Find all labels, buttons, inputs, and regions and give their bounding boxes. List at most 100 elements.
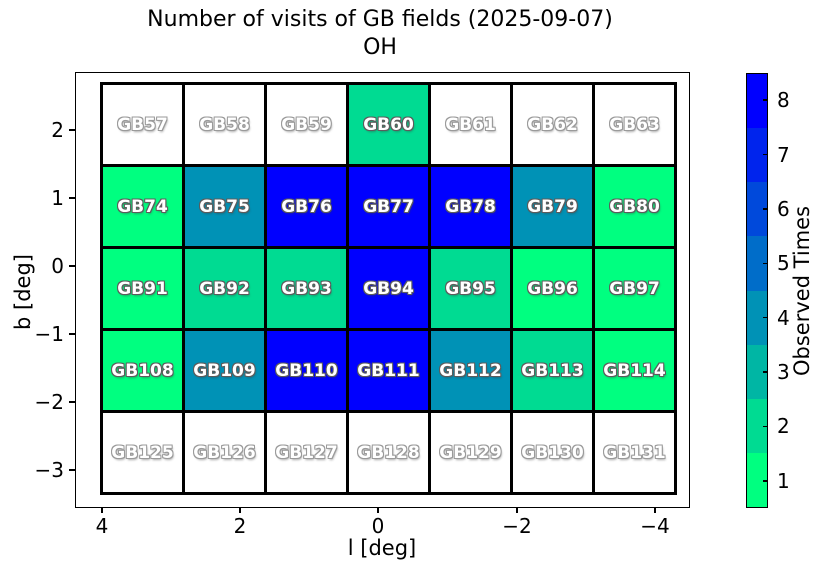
chart-title-line2: OH bbox=[363, 35, 397, 60]
field-cell-label: GB60 bbox=[363, 114, 414, 135]
colorbar bbox=[746, 73, 768, 508]
field-cell-label: GB111 bbox=[357, 360, 420, 381]
x-tick-label: −4 bbox=[640, 514, 670, 538]
colorbar-segment-1 bbox=[747, 452, 767, 507]
y-tick-label: 2 bbox=[51, 118, 64, 142]
field-cell-label: GB109 bbox=[193, 360, 256, 381]
field-cell-label: GB58 bbox=[199, 114, 250, 135]
field-cell-label: GB80 bbox=[609, 196, 660, 217]
field-cell-GB94: GB94 bbox=[349, 249, 428, 328]
colorbar-segment-5 bbox=[747, 236, 767, 291]
colorbar-segment-8 bbox=[747, 74, 767, 129]
x-tick-label: 2 bbox=[233, 514, 247, 538]
field-cell-label: GB62 bbox=[527, 114, 578, 135]
field-cell-GB80: GB80 bbox=[595, 167, 674, 246]
field-cell-GB129: GB129 bbox=[431, 413, 510, 492]
field-cell-GB113: GB113 bbox=[513, 331, 592, 410]
field-cell-GB79: GB79 bbox=[513, 167, 592, 246]
colorbar-tick-label: 2 bbox=[777, 414, 790, 439]
x-axis-label: l [deg] bbox=[347, 536, 417, 560]
field-cell-label: GB97 bbox=[609, 278, 660, 299]
y-tick-mark bbox=[68, 129, 75, 131]
field-cell-label: GB91 bbox=[117, 278, 168, 299]
field-cell-label: GB57 bbox=[117, 114, 168, 135]
colorbar-tick-mark bbox=[763, 262, 768, 265]
field-cell-GB78: GB78 bbox=[431, 167, 510, 246]
colorbar-segment-2 bbox=[747, 398, 767, 453]
field-cell-label: GB114 bbox=[603, 360, 666, 381]
colorbar-tick-label: 6 bbox=[777, 196, 790, 221]
field-cell-label: GB59 bbox=[281, 114, 332, 135]
field-cell-GB127: GB127 bbox=[267, 413, 346, 492]
field-cell-GB61: GB61 bbox=[431, 85, 510, 164]
field-cell-GB92: GB92 bbox=[185, 249, 264, 328]
y-tick-mark bbox=[68, 469, 75, 471]
field-cell-GB97: GB97 bbox=[595, 249, 674, 328]
colorbar-tick-mark bbox=[763, 153, 768, 156]
field-cell-label: GB75 bbox=[199, 196, 250, 217]
field-cell-GB125: GB125 bbox=[103, 413, 182, 492]
field-cell-label: GB127 bbox=[275, 442, 338, 463]
y-tick-label: 0 bbox=[51, 254, 64, 278]
field-cell-GB131: GB131 bbox=[595, 413, 674, 492]
y-tick-label: −2 bbox=[34, 390, 64, 414]
colorbar-tick-mark bbox=[763, 99, 768, 101]
colorbar-segment-6 bbox=[747, 182, 767, 237]
y-tick-mark bbox=[68, 333, 75, 335]
field-cell-GB62: GB62 bbox=[513, 85, 592, 164]
field-cell-GB128: GB128 bbox=[349, 413, 428, 492]
field-cell-label: GB77 bbox=[363, 196, 414, 217]
y-tick-label: −1 bbox=[34, 322, 64, 346]
colorbar-tick-label: 1 bbox=[777, 468, 790, 493]
field-cell-label: GB128 bbox=[357, 442, 420, 463]
field-cell-label: GB74 bbox=[117, 196, 168, 217]
field-cell-GB114: GB114 bbox=[595, 331, 674, 410]
field-cell-GB111: GB111 bbox=[349, 331, 428, 410]
field-cell-GB63: GB63 bbox=[595, 85, 674, 164]
colorbar-tick-label: 8 bbox=[777, 88, 790, 113]
colorbar-tick-label: 4 bbox=[777, 305, 790, 330]
field-cell-label: GB63 bbox=[609, 114, 660, 135]
colorbar-segment-3 bbox=[747, 344, 767, 399]
field-cell-GB95: GB95 bbox=[431, 249, 510, 328]
field-cell-label: GB108 bbox=[111, 360, 174, 381]
colorbar-tick-mark bbox=[763, 316, 768, 319]
field-cell-label: GB125 bbox=[111, 442, 174, 463]
colorbar-segment-7 bbox=[747, 128, 767, 183]
colorbar-label: Observed Times bbox=[790, 205, 814, 376]
field-cell-GB110: GB110 bbox=[267, 331, 346, 410]
field-cell-GB60: GB60 bbox=[349, 85, 428, 164]
chart-title: Number of visits of GB fields (2025-09-0… bbox=[0, 6, 760, 62]
colorbar-segment-4 bbox=[747, 290, 767, 345]
x-tick-mark bbox=[239, 507, 241, 513]
field-cell-GB91: GB91 bbox=[103, 249, 182, 328]
field-cell-label: GB79 bbox=[527, 196, 578, 217]
y-tick-mark bbox=[68, 197, 75, 199]
x-tick-label: −2 bbox=[502, 514, 532, 538]
colorbar-tick-label: 7 bbox=[777, 142, 790, 167]
field-cell-GB74: GB74 bbox=[103, 167, 182, 246]
field-cell-label: GB129 bbox=[439, 442, 502, 463]
field-cell-GB130: GB130 bbox=[513, 413, 592, 492]
y-tick-mark bbox=[68, 401, 75, 403]
field-cell-label: GB61 bbox=[445, 114, 496, 135]
field-cell-GB77: GB77 bbox=[349, 167, 428, 246]
field-cell-label: GB110 bbox=[275, 360, 338, 381]
colorbar-tick-label: 5 bbox=[777, 251, 790, 276]
x-tick-label: 0 bbox=[371, 514, 385, 538]
colorbar-tick-mark bbox=[763, 371, 768, 373]
field-cell-label: GB126 bbox=[193, 442, 256, 463]
field-cell-GB108: GB108 bbox=[103, 331, 182, 410]
field-cell-label: GB96 bbox=[527, 278, 578, 299]
field-cell-GB76: GB76 bbox=[267, 167, 346, 246]
y-tick-mark bbox=[68, 265, 75, 267]
field-cell-label: GB130 bbox=[521, 442, 584, 463]
field-cell-label: GB78 bbox=[445, 196, 496, 217]
colorbar-tick-mark bbox=[763, 480, 768, 482]
field-cell-label: GB113 bbox=[521, 360, 584, 381]
x-tick-mark bbox=[377, 507, 379, 513]
field-cell-GB57: GB57 bbox=[103, 85, 182, 164]
field-cell-label: GB92 bbox=[199, 278, 250, 299]
field-cell-GB96: GB96 bbox=[513, 249, 592, 328]
